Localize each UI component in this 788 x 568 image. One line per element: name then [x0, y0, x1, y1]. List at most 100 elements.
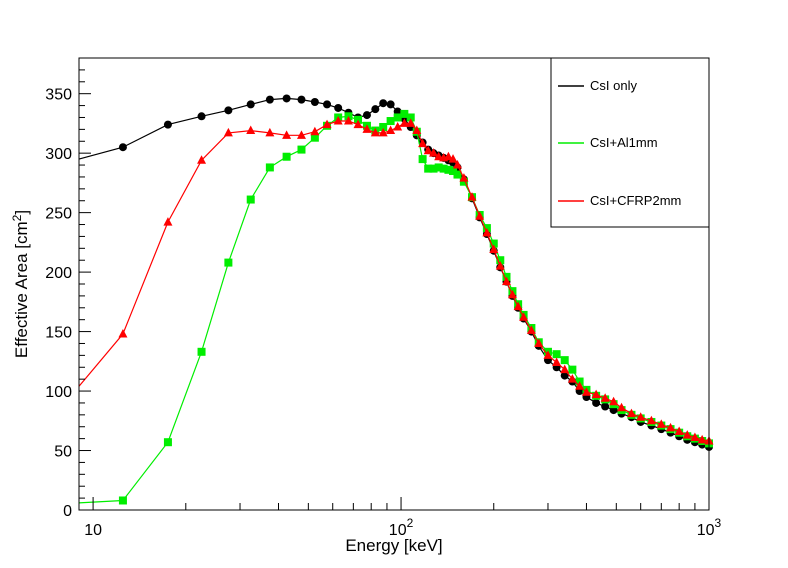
point-csi-al1mm — [282, 152, 291, 161]
point-csi-only — [334, 103, 343, 112]
plot-frame — [78, 57, 710, 511]
point-csi-al1mm — [418, 155, 427, 164]
point-csi-cfrp2mm — [296, 130, 306, 139]
point-csi-cfrp2mm — [560, 364, 570, 374]
point-csi-cfrp2mm — [343, 116, 353, 125]
point-csi-cfrp2mm — [609, 396, 619, 406]
point-csi-cfrp2mm — [118, 328, 128, 338]
point-csi-al1mm — [459, 177, 468, 186]
point-csi-al1mm — [568, 365, 577, 374]
y-tick-label-150: 150 — [45, 325, 72, 342]
point-csi-cfrp2mm — [378, 127, 388, 137]
legend: CsI only CsI+Al1mm CsI+CFRP2mm — [550, 57, 710, 228]
point-csi-cfrp2mm — [475, 211, 485, 220]
point-csi-only — [224, 106, 233, 115]
point-csi-cfrp2mm — [519, 312, 529, 321]
point-csi-only — [246, 100, 255, 109]
point-csi-cfrp2mm — [697, 434, 707, 444]
point-csi-cfrp2mm — [265, 127, 275, 137]
y-tick-label-100: 100 — [45, 384, 72, 401]
point-csi-cfrp2mm — [690, 432, 700, 441]
point-csi-cfrp2mm — [399, 118, 409, 127]
point-csi-al1mm — [310, 133, 319, 142]
point-csi-al1mm — [386, 117, 395, 126]
point-csi-cfrp2mm — [163, 217, 173, 226]
y-tick-label-350: 350 — [45, 87, 72, 104]
point-csi-cfrp2mm — [448, 154, 458, 163]
y-tick-label-200: 200 — [45, 265, 72, 282]
point-csi-only — [282, 94, 291, 103]
legend-label-csi-al1mm: CsI+Al1mm — [590, 135, 658, 150]
point-csi-al1mm — [118, 496, 127, 505]
point-csi-cfrp2mm — [501, 276, 511, 286]
y-tick-label-300: 300 — [45, 146, 72, 163]
point-csi-cfrp2mm — [246, 125, 256, 135]
point-csi-cfrp2mm — [418, 138, 428, 148]
point-csi-cfrp2mm — [197, 155, 207, 164]
point-csi-al1mm — [246, 195, 255, 204]
point-csi-cfrp2mm — [513, 301, 523, 311]
point-csi-al1mm — [265, 163, 274, 172]
point-csi-al1mm — [560, 356, 569, 365]
point-csi-only — [265, 95, 274, 104]
legend-label-csi-cfrp2mm: CsI+CFRP2mm — [590, 193, 681, 208]
point-csi-only — [197, 112, 206, 121]
point-csi-cfrp2mm — [333, 116, 343, 125]
point-csi-cfrp2mm — [353, 119, 363, 129]
point-csi-cfrp2mm — [489, 244, 499, 254]
series-layer — [78, 94, 714, 505]
point-csi-cfrp2mm — [412, 125, 422, 135]
point-csi-cfrp2mm — [393, 121, 403, 131]
y-axis-title: Effective Area [cm2] — [10, 210, 31, 358]
x-axis-title: Energy [keV] — [345, 536, 442, 555]
point-csi-cfrp2mm — [600, 393, 610, 402]
point-csi-al1mm — [496, 256, 505, 265]
point-csi-cfrp2mm — [526, 325, 536, 334]
point-csi-cfrp2mm — [543, 350, 553, 359]
legend-label-csi-only: CsI only — [590, 78, 637, 93]
point-csi-al1mm — [444, 165, 453, 174]
point-csi-only — [310, 98, 319, 107]
point-csi-cfrp2mm — [310, 126, 320, 136]
point-csi-al1mm — [439, 164, 448, 173]
point-csi-al1mm — [552, 350, 561, 359]
point-csi-cfrp2mm — [386, 125, 396, 135]
point-csi-cfrp2mm — [666, 422, 676, 432]
y-tick-label-50: 50 — [54, 444, 72, 461]
point-csi-al1mm — [393, 113, 402, 122]
point-csi-cfrp2mm — [534, 338, 544, 347]
point-csi-only — [362, 111, 371, 120]
point-csi-cfrp2mm — [617, 402, 627, 412]
point-csi-al1mm — [434, 163, 443, 172]
point-csi-cfrp2mm — [656, 419, 666, 428]
point-csi-cfrp2mm — [443, 151, 453, 161]
point-csi-al1mm — [406, 113, 415, 122]
point-csi-cfrp2mm — [575, 381, 585, 390]
point-csi-cfrp2mm — [423, 145, 433, 155]
point-csi-al1mm — [429, 164, 438, 173]
point-csi-cfrp2mm — [406, 118, 416, 127]
point-csi-al1mm — [424, 164, 433, 173]
point-csi-cfrp2mm — [567, 374, 577, 383]
point-csi-al1mm — [297, 145, 306, 154]
point-csi-cfrp2mm — [282, 130, 292, 139]
point-csi-only — [371, 105, 380, 114]
point-csi-cfrp2mm — [626, 408, 636, 418]
point-csi-cfrp2mm — [646, 415, 656, 425]
point-csi-cfrp2mm — [507, 289, 517, 299]
point-csi-cfrp2mm — [495, 261, 505, 270]
point-csi-cfrp2mm — [459, 173, 469, 182]
point-csi-only — [601, 402, 610, 411]
point-csi-cfrp2mm — [552, 357, 562, 367]
point-csi-cfrp2mm — [429, 148, 439, 157]
point-csi-al1mm — [197, 347, 206, 356]
point-csi-cfrp2mm — [362, 124, 372, 133]
point-csi-only — [118, 143, 127, 152]
point-csi-cfrp2mm — [452, 160, 462, 169]
y-tick-label-0: 0 — [63, 503, 72, 520]
point-csi-cfrp2mm — [223, 127, 233, 137]
point-csi-al1mm — [489, 239, 498, 248]
point-csi-only — [379, 99, 388, 108]
point-csi-cfrp2mm — [322, 119, 332, 129]
